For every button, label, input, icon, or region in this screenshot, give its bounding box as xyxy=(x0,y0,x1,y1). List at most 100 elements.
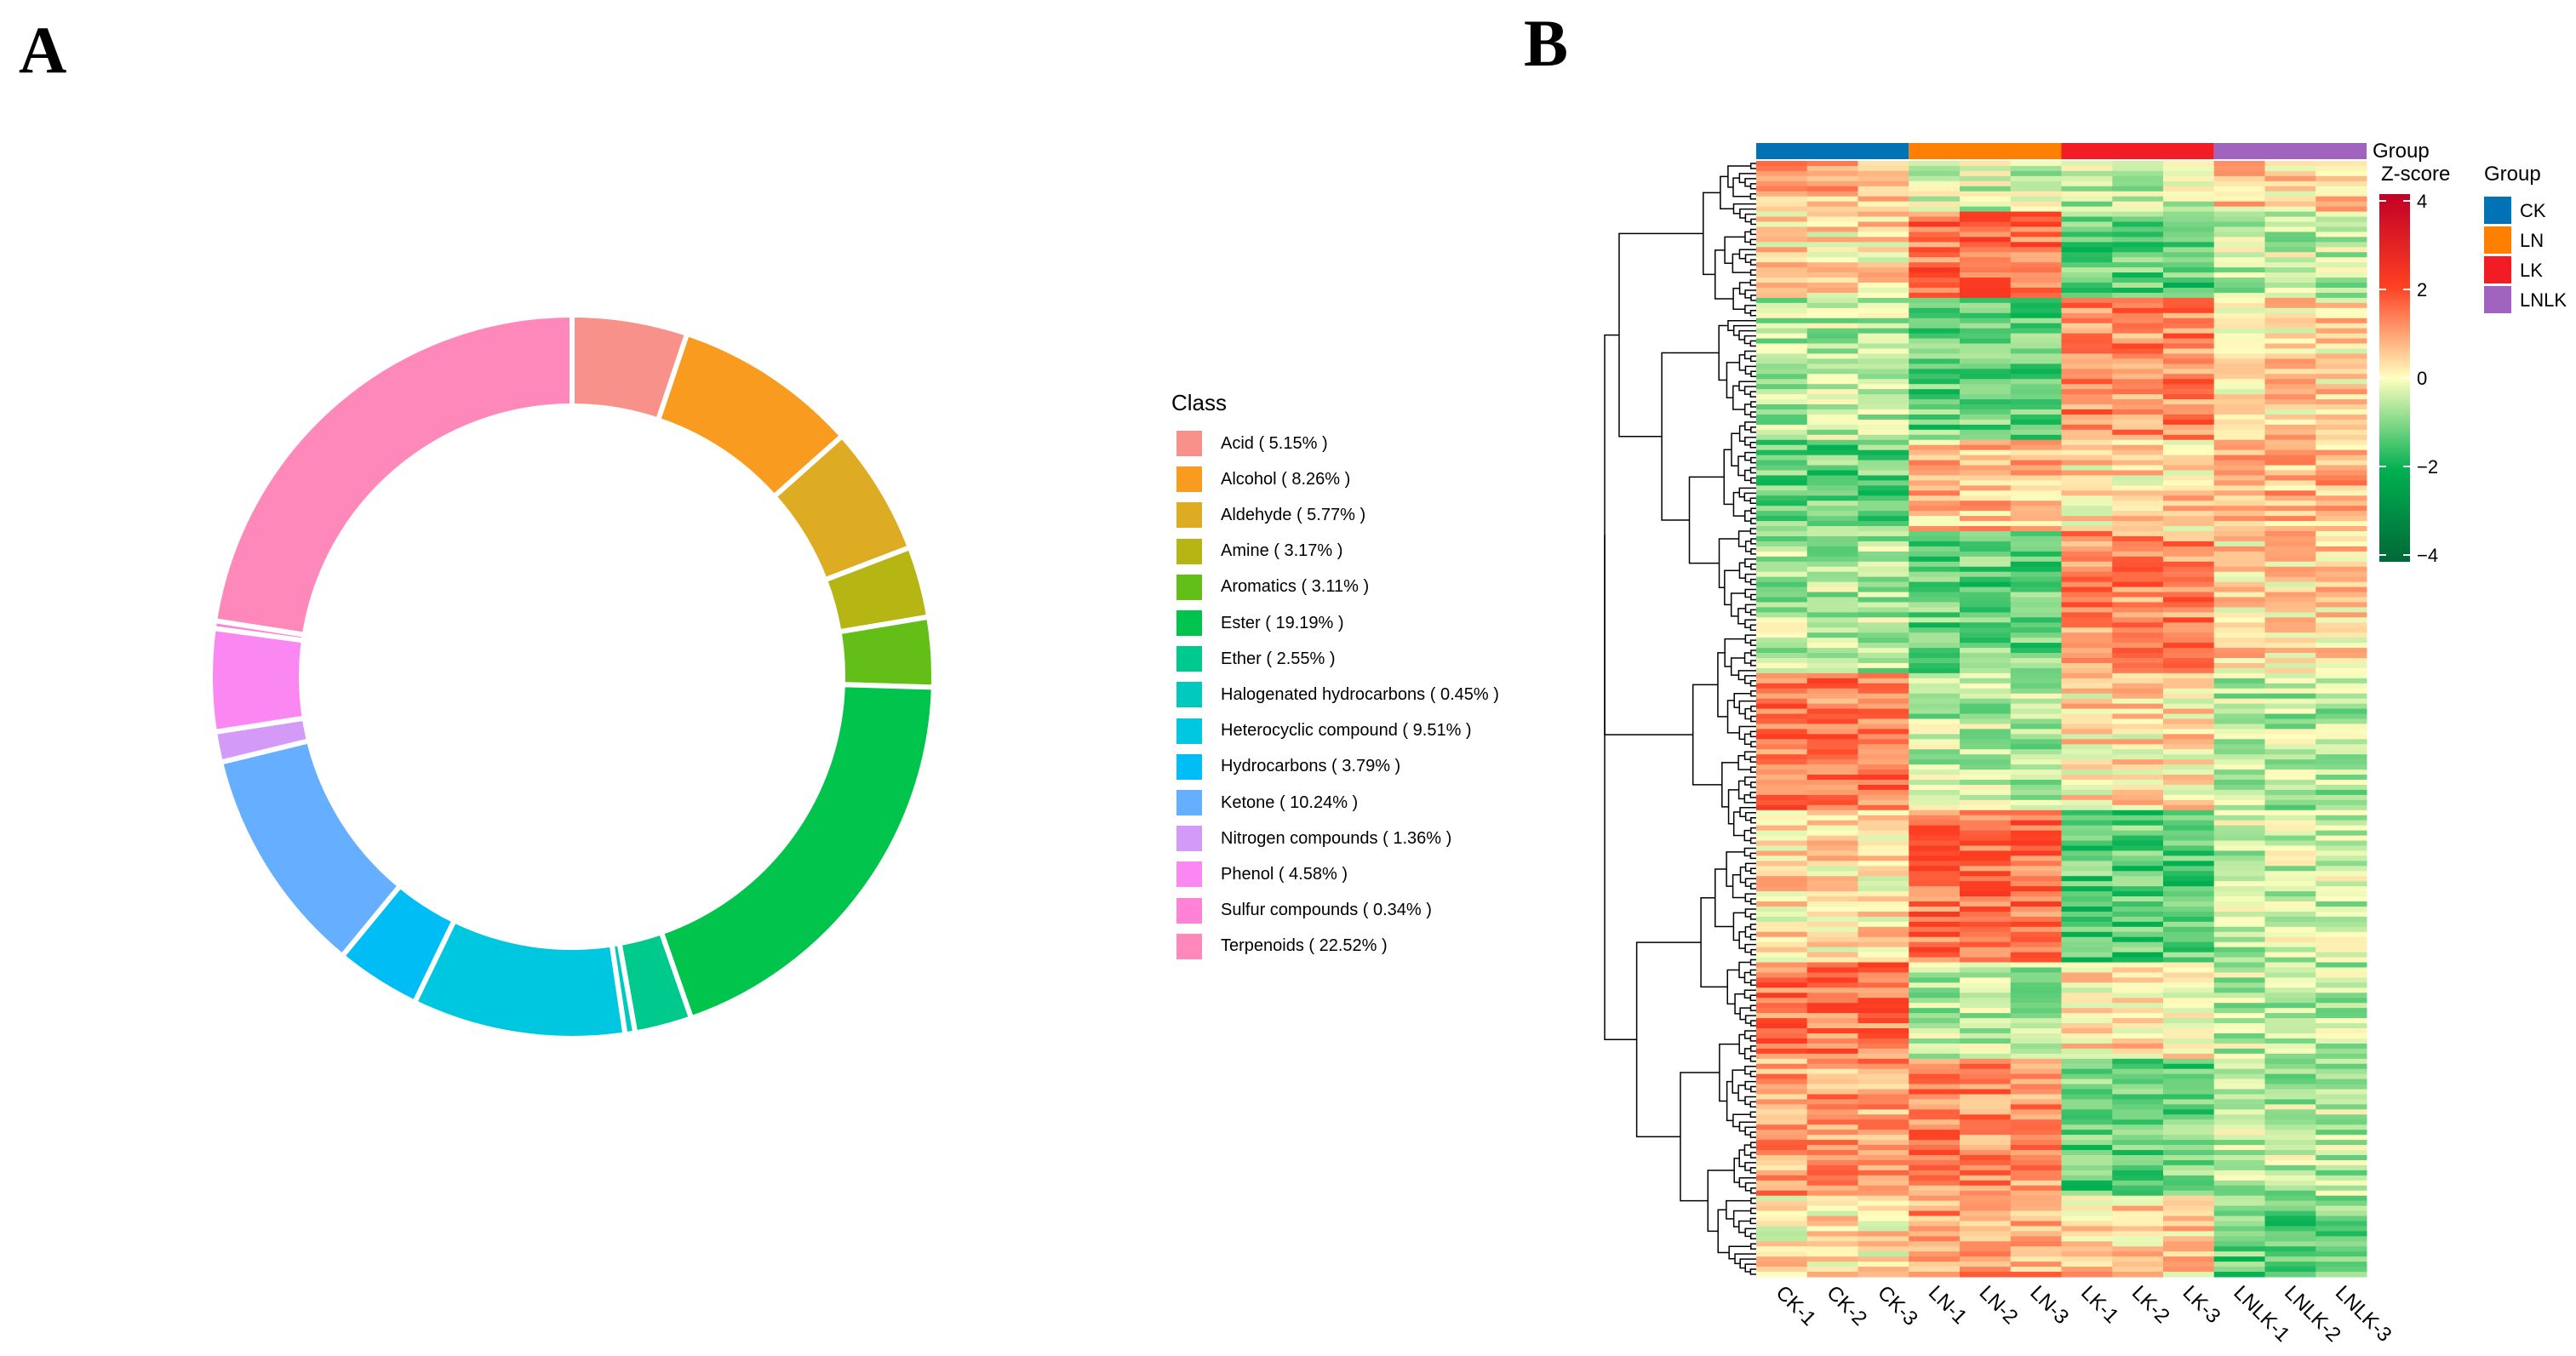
heatmap-cell xyxy=(2061,201,2113,208)
heatmap-cell xyxy=(1960,1043,2012,1050)
heatmap-cell xyxy=(1756,283,1808,289)
heatmap-cell xyxy=(1909,703,1961,710)
heatmap-cell xyxy=(2264,1003,2316,1009)
heatmap-cell xyxy=(2213,835,2265,842)
dendrogram-branch xyxy=(1733,692,1751,708)
heatmap-cell xyxy=(1756,1236,1808,1242)
heatmap-cell xyxy=(1806,1033,1858,1039)
heatmap-cell xyxy=(2213,850,2265,856)
heatmap-cell xyxy=(2112,648,2164,654)
heatmap-cell xyxy=(1858,1272,1909,1278)
heatmap-cell xyxy=(2316,627,2367,633)
heatmap-cell xyxy=(1909,1262,1961,1267)
heatmap-cell xyxy=(1960,1013,2012,1019)
heatmap-cell xyxy=(2213,667,2265,674)
heatmap-cell xyxy=(1756,1079,1808,1085)
heatmap-cell xyxy=(2010,1104,2062,1110)
heatmap-cell xyxy=(1806,1210,1858,1216)
heatmap-cell xyxy=(1858,475,1909,481)
heatmap-cell xyxy=(2163,318,2215,324)
heatmap-cell xyxy=(1909,363,1961,369)
heatmap-cell xyxy=(1806,526,1858,532)
heatmap-cell xyxy=(2010,242,2062,248)
heatmap-cell xyxy=(1806,607,1858,613)
heatmap-cell xyxy=(2213,312,2265,319)
heatmap-cell xyxy=(1858,257,1909,263)
heatmap-cell xyxy=(1960,201,2012,208)
heatmap-cell xyxy=(1909,1124,1961,1130)
dendrogram-branch xyxy=(1749,1045,1756,1052)
heatmap-cell xyxy=(1756,845,1808,851)
heatmap-cell xyxy=(1858,297,1909,304)
heatmap-cell xyxy=(1806,703,1858,710)
heatmap-cell xyxy=(2061,455,2113,461)
heatmap-cell xyxy=(2316,338,2367,345)
heatmap-cell xyxy=(2264,302,2316,309)
heatmap-cell xyxy=(2316,480,2367,486)
heatmap-cell xyxy=(1756,653,1808,659)
heatmap-cell xyxy=(2010,1033,2062,1039)
heatmap-cell xyxy=(1858,211,1909,218)
heatmap-cell xyxy=(1858,662,1909,669)
heatmap-cell xyxy=(1909,1150,1961,1156)
heatmap-cell xyxy=(1960,414,2012,421)
heatmap-cell xyxy=(1806,718,1858,724)
heatmap-cell xyxy=(2264,906,2316,913)
dendrogram-branch xyxy=(1750,1085,1756,1093)
heatmap-cell xyxy=(2316,1135,2367,1141)
heatmap-cell xyxy=(1909,1180,1961,1187)
heatmap-cell xyxy=(1909,617,1961,623)
heatmap-cell xyxy=(1909,1216,1961,1222)
heatmap-cell xyxy=(2213,1048,2265,1055)
heatmap-cell xyxy=(2061,247,2113,253)
heatmap-cell xyxy=(1858,586,1909,593)
heatmap-cell xyxy=(2010,713,2062,719)
heatmap-cell xyxy=(2163,820,2215,827)
heatmap-cell xyxy=(1960,571,2012,578)
heatmap-cell xyxy=(2213,830,2265,837)
heatmap-cell xyxy=(2264,186,2316,192)
heatmap-cell xyxy=(1858,206,1909,213)
heatmap-cell xyxy=(2112,820,2164,827)
heatmap-cell xyxy=(1960,283,2012,289)
heatmap-cell xyxy=(2112,480,2164,486)
heatmap-cell xyxy=(2316,252,2367,258)
dendrogram-branch xyxy=(1749,269,1756,276)
heatmap-cell xyxy=(2213,358,2265,364)
heatmap-cell xyxy=(2213,170,2265,177)
heatmap-cell xyxy=(2010,551,2062,558)
heatmap-cell xyxy=(2316,866,2367,872)
heatmap-cell xyxy=(2061,1018,2113,1024)
dendrogram-branch xyxy=(1692,684,1722,786)
heatmap-cell xyxy=(2061,672,2113,679)
heatmap-cell xyxy=(1960,541,2012,547)
heatmap-cell xyxy=(2061,936,2113,943)
dendrogram-branch xyxy=(1744,588,1756,598)
heatmap-cell xyxy=(2112,586,2164,593)
heatmap-cell xyxy=(1858,1180,1909,1187)
heatmap-cell xyxy=(2010,1185,2062,1192)
heatmap-cell xyxy=(2163,389,2215,395)
heatmap-cell xyxy=(2010,1130,2062,1136)
heatmap-cell xyxy=(1806,211,1858,218)
heatmap-cell xyxy=(2061,541,2113,547)
heatmap-cell xyxy=(2010,1109,2062,1115)
heatmap-cell xyxy=(2213,678,2265,684)
heatmap-cell xyxy=(1858,404,1909,410)
heatmap-cell xyxy=(2213,845,2265,851)
dendrogram-branch xyxy=(1750,548,1756,555)
heatmap-cell xyxy=(2112,1038,2164,1044)
dendrogram-branch xyxy=(1750,883,1756,890)
heatmap-cell xyxy=(2061,734,2113,740)
heatmap-cell xyxy=(2213,638,2265,644)
heatmap-cell xyxy=(1960,1185,2012,1192)
heatmap-cell xyxy=(1909,947,1961,953)
heatmap-cell xyxy=(1806,399,1858,405)
heatmap-cell xyxy=(2316,581,2367,588)
heatmap-cell xyxy=(1909,1033,1961,1039)
heatmap-cell xyxy=(2010,891,2062,897)
heatmap-cell xyxy=(2264,775,2316,781)
heatmap-cell xyxy=(1960,1241,2012,1247)
heatmap-cell xyxy=(2112,688,2164,695)
heatmap-cell xyxy=(1858,1058,1909,1065)
